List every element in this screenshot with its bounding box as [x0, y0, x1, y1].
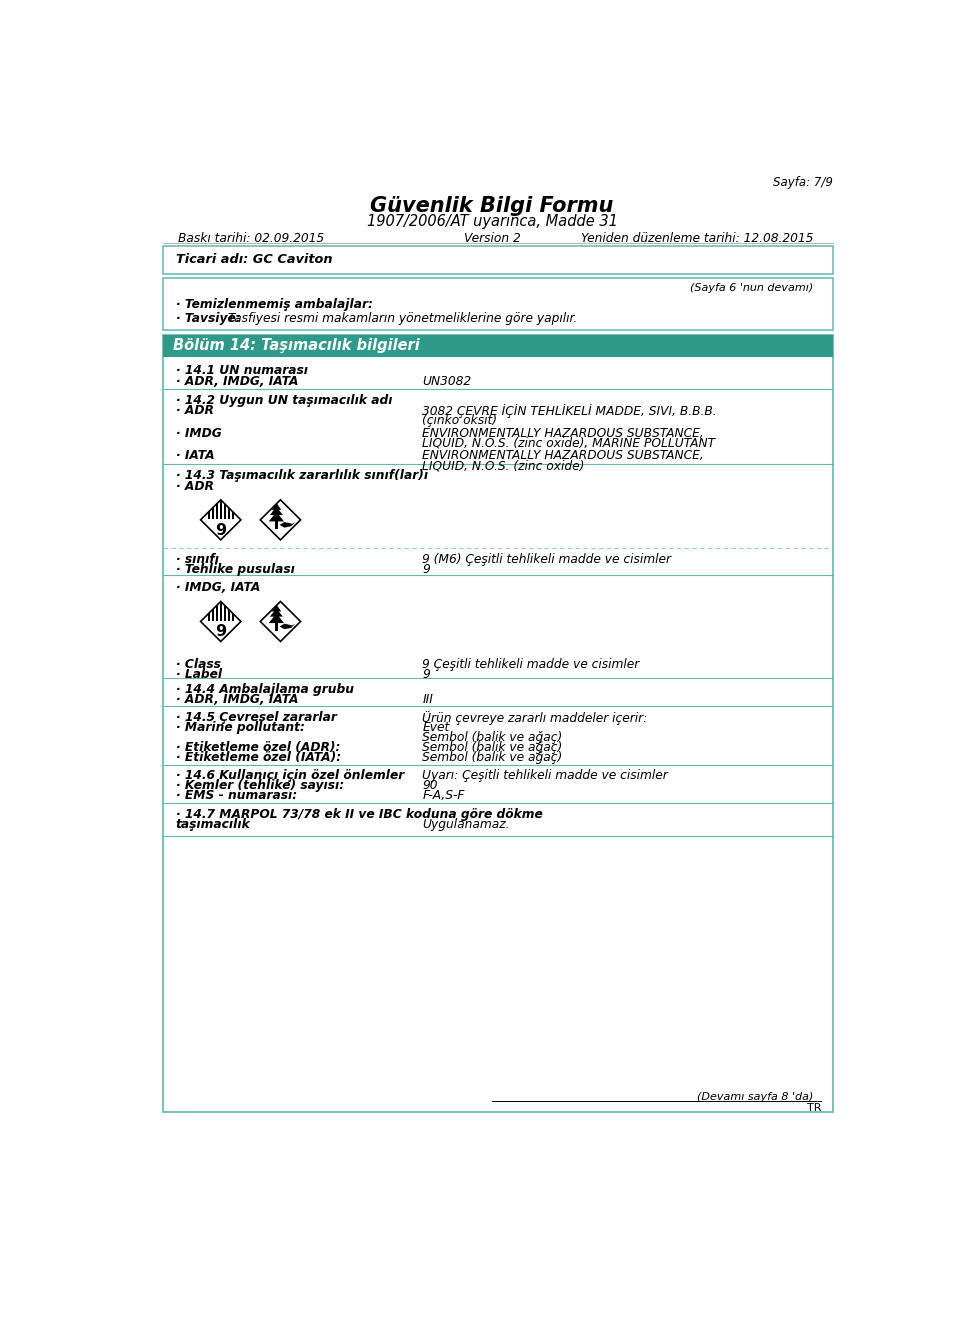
- Text: TR: TR: [806, 1103, 822, 1112]
- Text: · IMDG, IATA: · IMDG, IATA: [176, 581, 260, 594]
- Polygon shape: [224, 603, 226, 621]
- Polygon shape: [279, 522, 292, 528]
- Text: · ADR: · ADR: [176, 480, 214, 493]
- Text: 3082 ÇEVRE İÇİN TEHLİKELİ MADDE, SIVI, B.B.B.: 3082 ÇEVRE İÇİN TEHLİKELİ MADDE, SIVI, B…: [422, 404, 717, 419]
- Polygon shape: [220, 501, 222, 520]
- Text: · Etiketleme özel (IATA):: · Etiketleme özel (IATA):: [176, 751, 341, 764]
- Text: Sayfa: 7/9: Sayfa: 7/9: [773, 175, 833, 189]
- Text: · 14.6 Kullanıcı için özel önlemler: · 14.6 Kullanıcı için özel önlemler: [176, 769, 404, 783]
- Text: UN3082: UN3082: [422, 375, 471, 388]
- Text: Uyarı: Çeşitli tehlikeli madde ve cisimler: Uyarı: Çeşitli tehlikeli madde ve cisiml…: [422, 769, 668, 783]
- FancyBboxPatch shape: [162, 335, 833, 1112]
- Text: (çinko oksit): (çinko oksit): [422, 415, 497, 428]
- Polygon shape: [260, 602, 300, 642]
- Polygon shape: [207, 603, 209, 621]
- Text: Uygulanamaz.: Uygulanamaz.: [422, 817, 510, 831]
- Polygon shape: [292, 522, 296, 526]
- Polygon shape: [270, 609, 283, 617]
- Polygon shape: [228, 501, 229, 520]
- Text: · IMDG: · IMDG: [176, 427, 222, 440]
- FancyBboxPatch shape: [162, 335, 833, 356]
- Text: Yeniden düzenleme tarihi: 12.08.2015: Yeniden düzenleme tarihi: 12.08.2015: [581, 231, 814, 245]
- Text: Ürün çevreye zararlı maddeler içerir:: Ürün çevreye zararlı maddeler içerir:: [422, 711, 647, 724]
- Text: (Sayfa 6 'nun devamı): (Sayfa 6 'nun devamı): [690, 283, 814, 294]
- Polygon shape: [292, 623, 296, 627]
- Text: · sınıfı: · sınıfı: [176, 553, 219, 566]
- Text: Bölüm 14: Taşımacılık bilgileri: Bölüm 14: Taşımacılık bilgileri: [173, 339, 420, 354]
- Text: 90: 90: [422, 779, 438, 792]
- Text: · ADR, IMDG, IATA: · ADR, IMDG, IATA: [176, 694, 299, 706]
- Text: · 14.4 Ambalajlama grubu: · 14.4 Ambalajlama grubu: [176, 683, 354, 696]
- Text: Sembol (balik ve ağaç): Sembol (balik ve ağaç): [422, 751, 563, 764]
- Text: LIQUID, N.O.S. (zinc oxide): LIQUID, N.O.S. (zinc oxide): [422, 459, 585, 472]
- Polygon shape: [220, 603, 222, 621]
- Polygon shape: [216, 501, 218, 520]
- Text: 9: 9: [215, 625, 227, 639]
- Text: III: III: [422, 694, 433, 706]
- Text: · Marine pollutant:: · Marine pollutant:: [176, 720, 304, 734]
- Polygon shape: [201, 500, 241, 540]
- Polygon shape: [272, 605, 281, 611]
- Text: 9 Çeşitli tehlikeli madde ve cisimler: 9 Çeşitli tehlikeli madde ve cisimler: [422, 658, 639, 671]
- Text: · Temizlenmemiş ambalajlar:: · Temizlenmemiş ambalajlar:: [176, 298, 372, 311]
- Polygon shape: [232, 603, 234, 621]
- Text: 9 (M6) Çeşitli tehlikeli madde ve cisimler: 9 (M6) Çeşitli tehlikeli madde ve cisiml…: [422, 553, 671, 566]
- Polygon shape: [279, 623, 292, 630]
- Text: · 14.3 Taşımacılık zararlılık sınıf(lar)ı: · 14.3 Taşımacılık zararlılık sınıf(lar)…: [176, 469, 428, 482]
- Polygon shape: [260, 500, 300, 540]
- Text: ENVIRONMENTALLY HAZARDOUS SUBSTANCE,: ENVIRONMENTALLY HAZARDOUS SUBSTANCE,: [422, 449, 704, 462]
- Text: · ADR, IMDG, IATA: · ADR, IMDG, IATA: [176, 375, 299, 388]
- Text: · Label: · Label: [176, 667, 222, 680]
- Text: Sembol (balik ve ağaç): Sembol (balik ve ağaç): [422, 740, 563, 754]
- Polygon shape: [269, 614, 284, 623]
- Polygon shape: [272, 502, 281, 510]
- Text: · Class: · Class: [176, 658, 221, 671]
- Text: Ticari adı: GC Caviton: Ticari adı: GC Caviton: [176, 254, 332, 266]
- Text: · Kemler (tehlike) sayısı:: · Kemler (tehlike) sayısı:: [176, 779, 344, 792]
- Text: Version 2: Version 2: [464, 231, 520, 245]
- Text: Evet: Evet: [422, 720, 449, 734]
- Text: LIQUID, N.O.S. (zinc oxide), MARINE POLLUTANT: LIQUID, N.O.S. (zinc oxide), MARINE POLL…: [422, 437, 715, 449]
- Text: F-A,S-F: F-A,S-F: [422, 789, 465, 803]
- Text: · ADR: · ADR: [176, 404, 214, 417]
- Text: · 14.5 Çevresel zararlar: · 14.5 Çevresel zararlar: [176, 711, 337, 724]
- FancyBboxPatch shape: [162, 278, 833, 331]
- Polygon shape: [207, 501, 209, 520]
- Text: Güvenlik Bilgi Formu: Güvenlik Bilgi Formu: [371, 195, 613, 215]
- Polygon shape: [212, 603, 214, 621]
- Text: · 14.7 MARPOL 73/78 ek II ve IBC koduna göre dökme: · 14.7 MARPOL 73/78 ek II ve IBC koduna …: [176, 808, 542, 821]
- Text: · 14.1 UN numarası: · 14.1 UN numarası: [176, 364, 308, 377]
- Text: Baskı tarihi: 02.09.2015: Baskı tarihi: 02.09.2015: [179, 231, 324, 245]
- Polygon shape: [269, 512, 284, 521]
- Polygon shape: [232, 501, 234, 520]
- Polygon shape: [228, 603, 229, 621]
- FancyBboxPatch shape: [162, 246, 833, 274]
- Polygon shape: [270, 506, 283, 516]
- Text: ENVIRONMENTALLY HAZARDOUS SUBSTANCE,: ENVIRONMENTALLY HAZARDOUS SUBSTANCE,: [422, 427, 704, 440]
- Polygon shape: [212, 501, 214, 520]
- Polygon shape: [275, 623, 277, 631]
- Text: · Etiketleme özel (ADR):: · Etiketleme özel (ADR):: [176, 740, 340, 754]
- Text: taşımacılık: taşımacılık: [176, 817, 251, 831]
- Text: (Devamı sayfa 8 'da): (Devamı sayfa 8 'da): [697, 1092, 814, 1102]
- Polygon shape: [224, 501, 226, 520]
- Text: 9: 9: [422, 563, 430, 575]
- Text: · Tehlike pusulası: · Tehlike pusulası: [176, 563, 295, 575]
- Text: · EMS - numarası:: · EMS - numarası:: [176, 789, 297, 803]
- Text: · Tavsiye:: · Tavsiye:: [176, 312, 240, 324]
- Polygon shape: [216, 603, 218, 621]
- Text: Tasfiyesi resmi makamların yönetmeliklerine göre yapılır.: Tasfiyesi resmi makamların yönetmelikler…: [224, 312, 577, 324]
- Polygon shape: [201, 602, 241, 642]
- Text: 1907/2006/AT uyarınca, Madde 31: 1907/2006/AT uyarınca, Madde 31: [367, 214, 617, 229]
- Text: · 14.2 Uygun UN taşımacılık adı: · 14.2 Uygun UN taşımacılık adı: [176, 393, 393, 407]
- Text: 9: 9: [422, 667, 430, 680]
- Polygon shape: [275, 521, 277, 529]
- Text: Sembol (balik ve ağaç): Sembol (balik ve ağaç): [422, 731, 563, 744]
- Text: · IATA: · IATA: [176, 449, 214, 462]
- Text: 9: 9: [215, 522, 227, 538]
